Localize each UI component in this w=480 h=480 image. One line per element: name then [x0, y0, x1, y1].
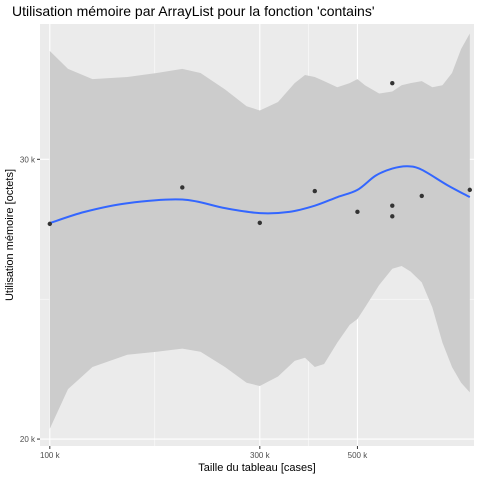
data-point	[257, 220, 263, 226]
x-axis: 100 k 300 k 500 k	[40, 446, 368, 460]
data-points	[47, 80, 472, 227]
x-tick-label: 500 k	[348, 451, 369, 460]
y-axis: 20 k 30 k	[20, 155, 40, 444]
data-point	[390, 203, 395, 208]
data-point	[419, 193, 424, 199]
smooth-line	[49, 165, 471, 225]
y-tick-label: 30 k	[20, 155, 36, 164]
data-point	[47, 221, 53, 227]
y-axis-title: Utilisation mémoire [octets]	[4, 169, 16, 301]
x-axis-title: Taille du tableau [cases]	[198, 462, 315, 474]
x-tick-label: 100 k	[40, 451, 61, 460]
data-point	[355, 209, 360, 215]
confidence-band	[49, 33, 470, 429]
data-point	[180, 185, 185, 190]
data-point	[390, 214, 395, 219]
data-point	[390, 80, 395, 86]
x-tick-label: 300 k	[250, 451, 271, 460]
chart-title: Utilisation mémoire par ArrayList pour l…	[12, 3, 375, 19]
data-point	[467, 187, 472, 193]
data-point	[312, 188, 317, 194]
y-tick-label: 20 k	[20, 435, 36, 444]
